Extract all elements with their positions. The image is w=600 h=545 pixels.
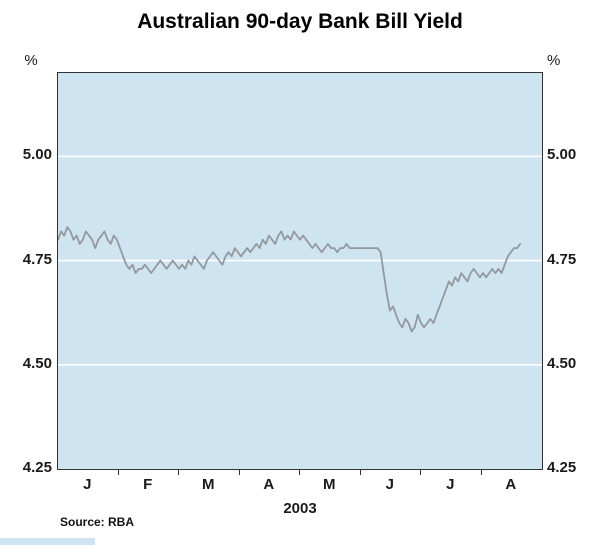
y-axis-unit-left: % [24,52,38,69]
source-note: Source: RBA [60,515,135,529]
x-tick-label: A [505,476,517,493]
plot-area [57,72,543,470]
x-tick-label: J [385,476,394,493]
axis-tick [117,470,119,475]
x-tick-label: A [263,476,275,493]
y-tick-label-right: 5.00 [547,146,577,164]
y-tick-label-left: 4.50 [22,354,52,372]
y-tick-label-right: 4.50 [547,354,577,372]
axis-tick [238,470,240,475]
axis-tick [359,470,361,475]
y-tick-label-right: 4.25 [547,459,577,476]
x-tick-label: M [323,476,336,493]
x-tick-label: F [143,476,153,493]
axis-tick [420,470,421,475]
axis-tick [178,470,179,475]
chart-title: Australian 90-day Bank Bill Yield [137,10,463,33]
x-tick-label: J [83,476,92,493]
y-tick-label-left: 4.25 [22,459,52,476]
y-tick-label-right: 4.75 [547,250,577,268]
x-tick-label: J [446,476,455,493]
axis-tick [480,470,482,475]
axis-tick [299,470,300,475]
yield-line [58,226,522,333]
yield-line-chart [58,155,542,366]
next-chart-partial [0,538,95,545]
y-tick-label-left: 4.75 [22,250,52,268]
y-tick-label-left: 5.00 [22,146,52,164]
x-tick-label: M [202,476,215,493]
x-axis-year-label: 2003 [283,500,317,517]
y-axis-unit-right: % [547,52,561,69]
